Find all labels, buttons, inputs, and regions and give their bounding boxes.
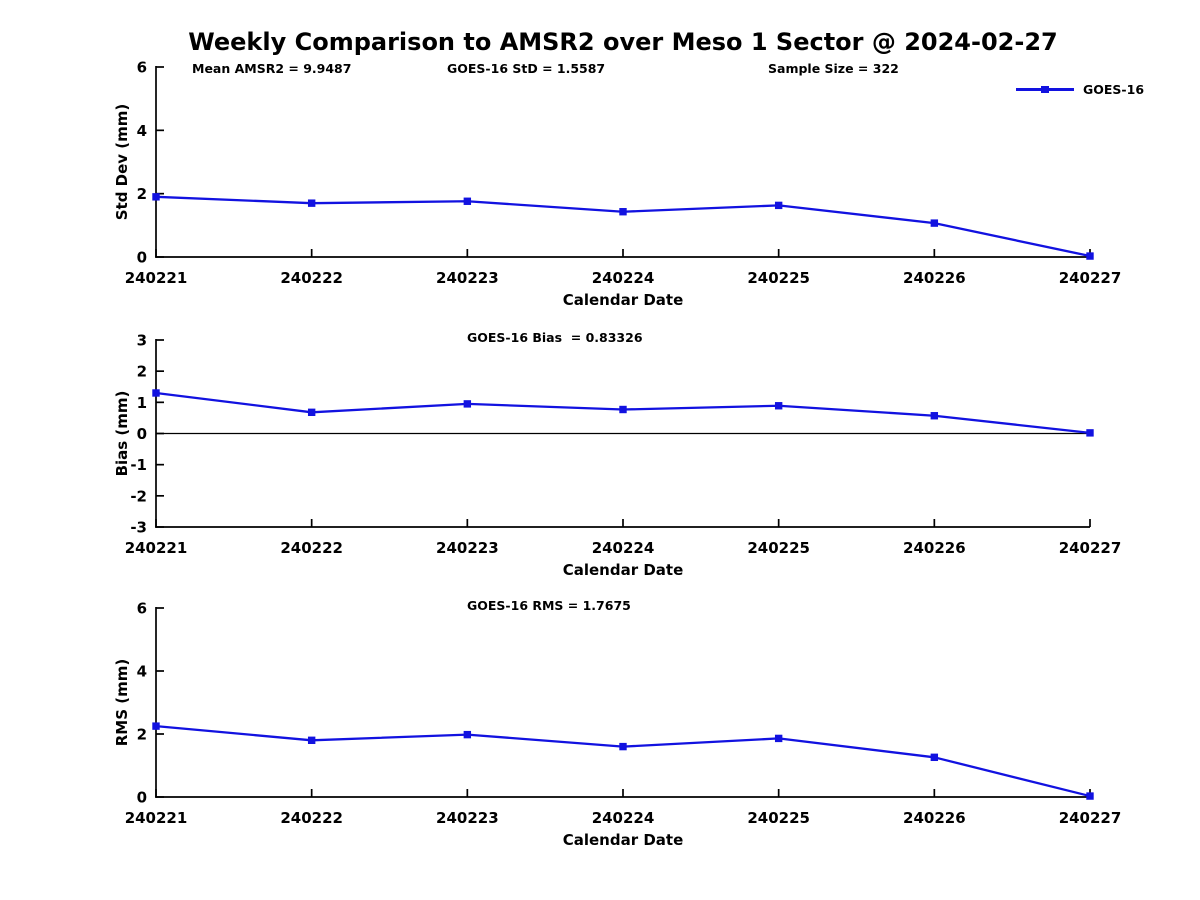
data-marker <box>930 753 939 762</box>
y-tick-label: -1 <box>130 456 147 474</box>
x-tick-label: 240222 <box>280 269 343 287</box>
figure-title: Weekly Comparison to AMSR2 over Meso 1 S… <box>188 28 1058 56</box>
x-tick-label: 240225 <box>747 539 810 557</box>
x-axis-title: Calendar Date <box>563 291 684 309</box>
x-tick-label: 240222 <box>280 539 343 557</box>
data-line <box>155 195 1091 258</box>
data-marker <box>463 730 472 739</box>
x-tick-label: 240221 <box>125 269 188 287</box>
data-marker <box>152 722 160 730</box>
data-marker <box>774 402 783 410</box>
y-tick-label: 3 <box>137 332 147 350</box>
y-tick-label: 6 <box>137 59 147 77</box>
x-tick-label: 240221 <box>125 539 188 557</box>
data-marker <box>1086 252 1094 260</box>
x-tick-label: 240224 <box>592 809 655 827</box>
data-marker <box>307 199 316 207</box>
data-marker <box>152 193 160 201</box>
x-axis-title: Calendar Date <box>563 831 684 849</box>
data-marker <box>619 208 627 216</box>
annotation-sample-size: Sample Size = 322 <box>768 61 899 76</box>
data-marker <box>619 405 627 414</box>
data-marker <box>774 734 783 743</box>
legend-label: GOES-16 <box>1083 82 1145 97</box>
legend-line-icon <box>1016 85 1074 94</box>
data-line <box>155 724 1091 798</box>
y-tick-label: 2 <box>137 363 147 381</box>
x-tick-label: 240224 <box>592 539 655 557</box>
data-marker <box>463 400 472 408</box>
x-tick-label: 240221 <box>125 809 188 827</box>
data-marker <box>307 736 316 744</box>
legend: GOES-16 <box>1016 82 1144 97</box>
x-tick-label: 240223 <box>436 269 499 287</box>
y-tick-label: 4 <box>137 663 147 681</box>
x-tick-label: 240225 <box>747 269 810 287</box>
data-marker <box>774 201 783 210</box>
annotation-goes16-bias: GOES-16 Bias = 0.83326 <box>467 330 643 345</box>
legend-square-marker-icon <box>1041 85 1049 94</box>
x-tick-label: 240226 <box>903 539 966 557</box>
data-marker <box>307 408 316 417</box>
y-tick-label: 1 <box>137 394 147 412</box>
data-marker <box>619 742 627 751</box>
annotation-mean-amsr2: Mean AMSR2 = 9.9487 <box>192 61 352 76</box>
data-marker <box>463 197 472 205</box>
data-marker <box>152 389 160 397</box>
y-tick-label: 0 <box>137 789 147 807</box>
y-tick-label: -2 <box>130 487 147 505</box>
y-tick-label: 0 <box>137 249 147 267</box>
x-tick-label: 240224 <box>592 269 655 287</box>
data-marker <box>930 412 939 420</box>
x-tick-label: 240225 <box>747 809 810 827</box>
data-marker <box>1086 792 1094 800</box>
y-tick-label: 2 <box>137 185 147 203</box>
y-tick-label: 0 <box>137 425 147 443</box>
y-axis-title: Std Dev (mm) <box>113 104 131 221</box>
x-tick-label: 240222 <box>280 809 343 827</box>
annotation-goes16-rms: GOES-16 RMS = 1.7675 <box>467 598 631 613</box>
y-axis-title: Bias (mm) <box>113 391 131 477</box>
annotation-goes16-std: GOES-16 StD = 1.5587 <box>447 61 606 76</box>
y-tick-label: -3 <box>130 519 147 537</box>
x-tick-label: 240227 <box>1059 539 1122 557</box>
x-tick-label: 240226 <box>903 269 966 287</box>
x-tick-label: 240223 <box>436 539 499 557</box>
y-tick-label: 6 <box>137 600 147 618</box>
x-axis-title: Calendar Date <box>563 561 684 579</box>
x-tick-label: 240227 <box>1059 269 1122 287</box>
x-tick-label: 240223 <box>436 809 499 827</box>
y-axis-title: RMS (mm) <box>113 659 131 746</box>
data-marker <box>1086 429 1094 437</box>
x-tick-label: 240226 <box>903 809 966 827</box>
x-tick-label: 240227 <box>1059 809 1122 827</box>
data-marker <box>930 219 939 227</box>
y-tick-label: 4 <box>137 122 147 140</box>
y-tick-label: 2 <box>137 726 147 744</box>
